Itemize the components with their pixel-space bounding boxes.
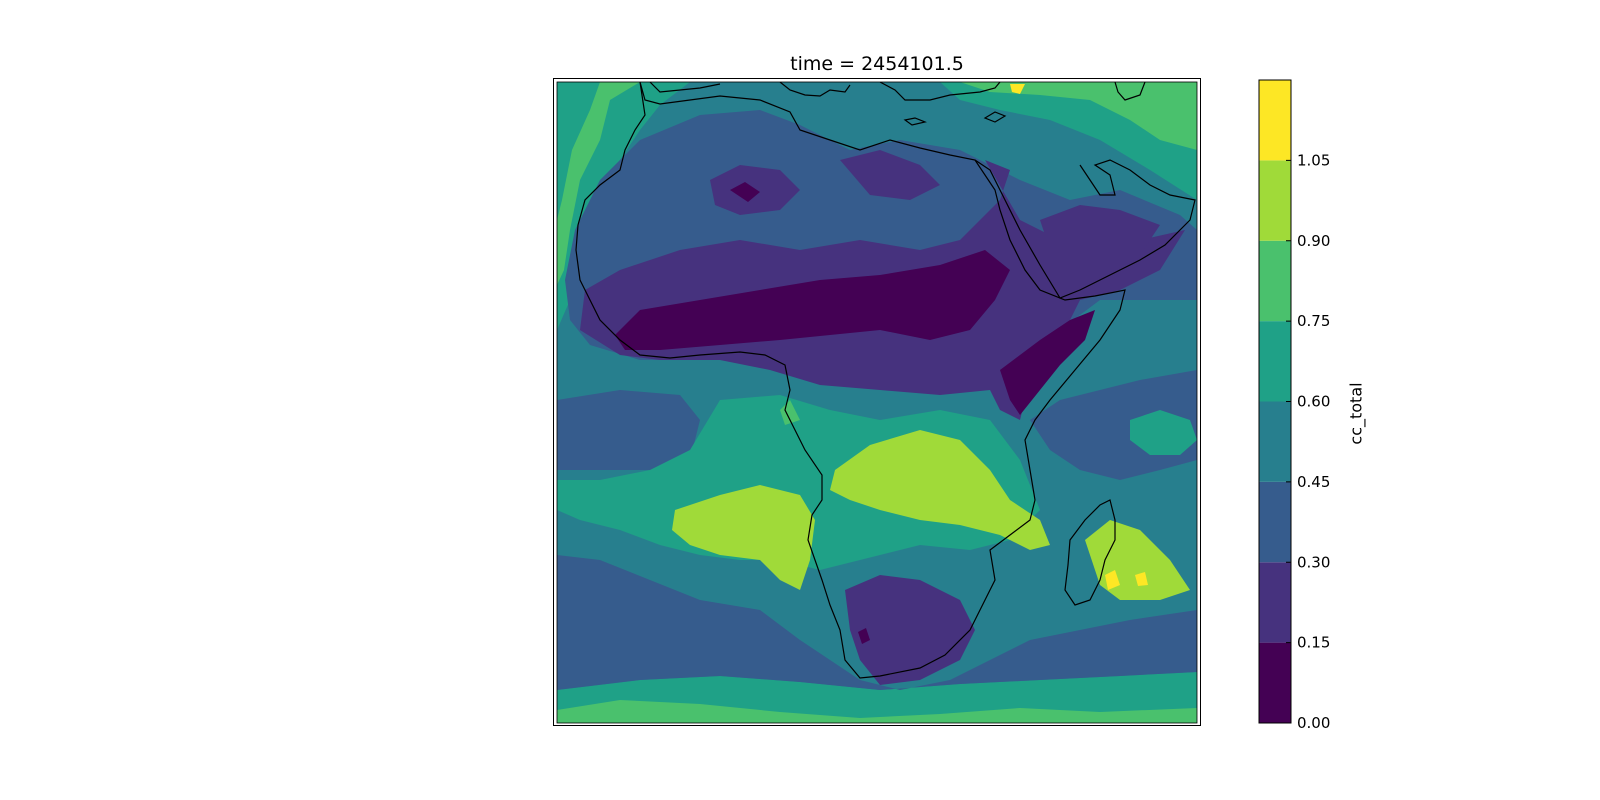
colorbar: 0.00 0.15 0.30 0.45 0.60 0.75 0.90 1.05 bbox=[1258, 79, 1330, 732]
colorbar-label: cc_total bbox=[1346, 382, 1366, 445]
field-band-000-015 bbox=[1000, 310, 1095, 415]
africa-coastline bbox=[575, 82, 1126, 679]
map-frame-outer bbox=[553, 78, 1201, 726]
colorbar-tick-label: 0.75 bbox=[1297, 312, 1330, 330]
field-band-030-045 bbox=[557, 555, 1197, 690]
colorbar-segment bbox=[1259, 321, 1291, 402]
map-field bbox=[557, 82, 1197, 723]
field-band-015-030 bbox=[1040, 205, 1160, 260]
madagascar-coastline bbox=[1064, 499, 1116, 606]
field-band-075-090 bbox=[557, 700, 1197, 723]
colorbar-tick-label: 0.00 bbox=[1297, 714, 1330, 732]
field-band-075-090 bbox=[830, 430, 1050, 550]
colorbar-segment bbox=[1259, 80, 1291, 161]
colorbar-segment bbox=[1259, 240, 1291, 322]
colorbar-tick-label: 0.45 bbox=[1297, 473, 1330, 491]
map-frame-inner bbox=[556, 81, 1198, 724]
colorbar-segment bbox=[1259, 481, 1291, 563]
field-band-060-075 bbox=[557, 82, 600, 220]
field-band-075-090 bbox=[780, 400, 800, 425]
colorbar-segment bbox=[1259, 401, 1291, 482]
colorbar-tick-label: 0.60 bbox=[1297, 393, 1330, 411]
field-band-090-105 bbox=[1105, 570, 1120, 590]
colorbar-tick-label: 1.05 bbox=[1297, 151, 1330, 169]
coastline bbox=[575, 82, 1196, 679]
colorbar-tick-label: 0.90 bbox=[1297, 232, 1330, 250]
field-band-090-105 bbox=[1135, 572, 1148, 586]
europe-coastline bbox=[649, 82, 1146, 101]
field-band-075-090 bbox=[960, 82, 1197, 150]
colorbar-tick-label: 0.15 bbox=[1297, 634, 1330, 652]
field-band-060-075 bbox=[1130, 410, 1197, 455]
colorbar-segment bbox=[1259, 160, 1291, 241]
field-band-000-015 bbox=[615, 250, 1010, 350]
colorbar-tick-label: 0.30 bbox=[1297, 553, 1330, 571]
field-band-015-030 bbox=[845, 575, 975, 685]
mediterranean-islands bbox=[903, 111, 1007, 126]
field-band-075-090 bbox=[672, 485, 815, 590]
field-band-030-045 bbox=[557, 390, 700, 470]
field-band-090-105 bbox=[1010, 84, 1025, 94]
arabia-coastline bbox=[974, 159, 1196, 299]
field-band-015-030 bbox=[840, 150, 940, 200]
colorbar-segment bbox=[1259, 562, 1291, 643]
colorbar-segment bbox=[1259, 642, 1291, 723]
field-band-000-015 bbox=[730, 182, 760, 202]
field-band-000-015 bbox=[858, 628, 870, 644]
